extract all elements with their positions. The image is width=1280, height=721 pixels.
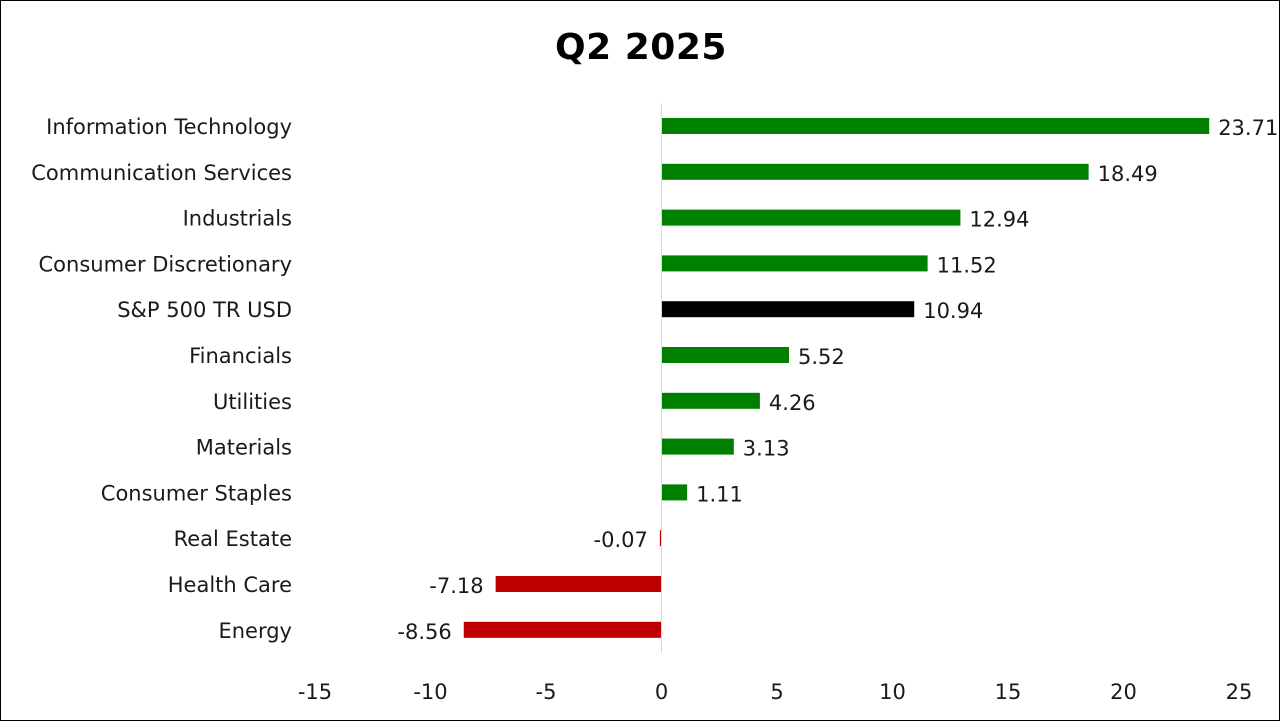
bar-information-technology bbox=[661, 118, 1210, 134]
category-label-consumer-staples: Consumer Staples bbox=[101, 481, 292, 505]
bar-industrials bbox=[661, 209, 961, 226]
bar-consumer-staples bbox=[661, 484, 688, 501]
x-tick-label: 25 bbox=[1226, 680, 1253, 704]
category-label-real-estate: Real Estate bbox=[174, 527, 292, 551]
x-axis-tick-labels: -15 -10 -5 0 5 10 15 20 25 bbox=[298, 680, 1253, 704]
bar-energy bbox=[463, 621, 662, 638]
value-label-health-care: -7.18 bbox=[429, 574, 483, 598]
value-label-materials: 3.13 bbox=[743, 437, 790, 461]
category-label-energy: Energy bbox=[218, 619, 292, 643]
x-tick-label: 20 bbox=[1110, 680, 1137, 704]
x-tick-label: 0 bbox=[655, 680, 668, 704]
category-labels: Information Technology Communication Serv… bbox=[31, 115, 292, 643]
value-labels: 23.71 18.49 12.94 11.52 10.94 5.52 4.26 3.131.1… bbox=[397, 116, 1278, 644]
x-tick-label: 15 bbox=[995, 680, 1022, 704]
value-label-financials: 5.52 bbox=[798, 345, 845, 369]
bars-layer bbox=[463, 118, 1210, 638]
bar-consumer-discretionary bbox=[661, 255, 928, 272]
category-label-health-care: Health Care bbox=[168, 573, 292, 597]
bar-utilities bbox=[661, 392, 760, 409]
category-label-utilities: Utilities bbox=[213, 390, 292, 414]
x-tick-label: 5 bbox=[770, 680, 783, 704]
category-label-information-technology: Information Technology bbox=[46, 115, 292, 139]
value-label-consumer-discretionary: 11.52 bbox=[937, 253, 997, 277]
value-label-real-estate: -0.07 bbox=[594, 528, 648, 552]
bar-financials bbox=[661, 347, 790, 363]
x-tick-label: 10 bbox=[879, 680, 906, 704]
value-label-sandp-500-tr-usd: 10.94 bbox=[923, 299, 983, 323]
x-tick-label: -5 bbox=[536, 680, 557, 704]
x-tick-label: -15 bbox=[298, 680, 332, 704]
category-label-industrials: Industrials bbox=[183, 207, 292, 231]
bar-real-estate bbox=[659, 530, 662, 547]
category-label-materials: Materials bbox=[196, 436, 292, 460]
category-label-sandp-500-tr-usd: S&P 500 TR USD bbox=[117, 298, 292, 322]
value-label-consumer-staples: 1.11 bbox=[696, 482, 743, 506]
chart-title: Q2 2025 bbox=[555, 27, 727, 68]
bar-sandp-500-tr-usd bbox=[661, 301, 915, 318]
category-label-consumer-discretionary: Consumer Discretionary bbox=[39, 252, 293, 276]
category-label-financials: Financials bbox=[189, 344, 292, 368]
value-label-industrials: 12.94 bbox=[969, 208, 1029, 232]
value-label-utilities: 4.26 bbox=[769, 391, 816, 415]
x-tick-label: -10 bbox=[413, 680, 447, 704]
value-label-information-technology: 23.71 bbox=[1218, 116, 1278, 140]
value-label-communication-services: 18.49 bbox=[1098, 162, 1158, 186]
value-label-energy: -8.56 bbox=[397, 620, 451, 644]
bar-health-care bbox=[495, 576, 662, 592]
bar-materials bbox=[661, 438, 734, 455]
category-label-communication-services: Communication Services bbox=[31, 161, 292, 185]
bar-communication-services bbox=[661, 163, 1089, 180]
